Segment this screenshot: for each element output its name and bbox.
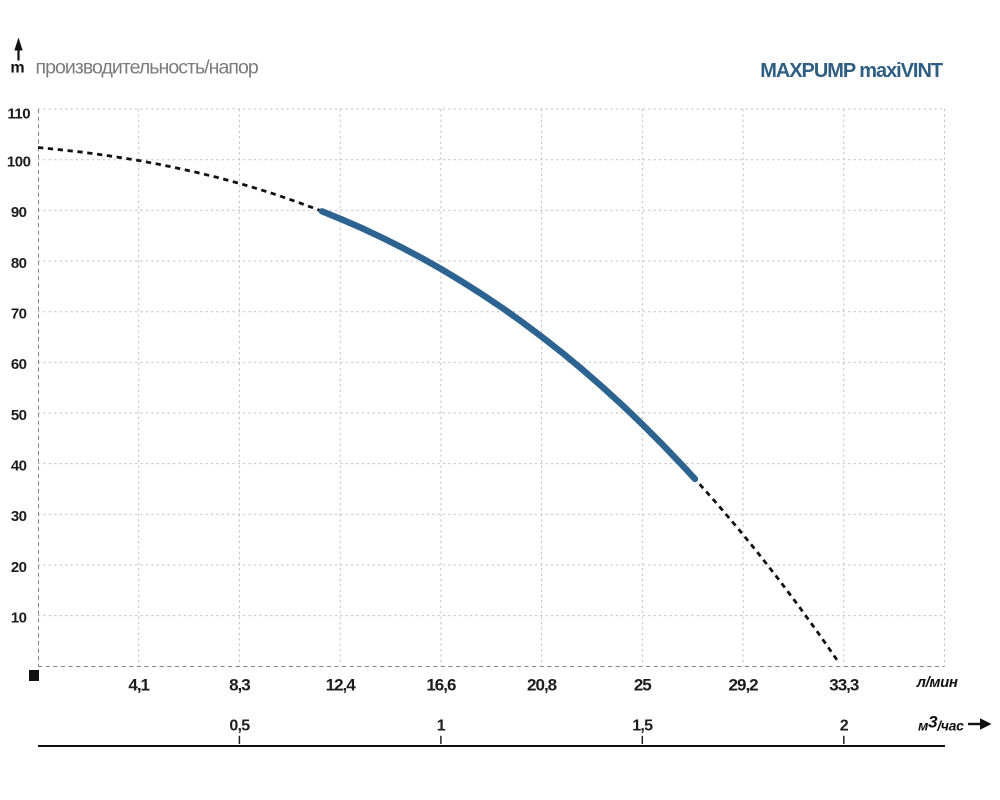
svg-text:29,2: 29,2	[729, 675, 759, 694]
svg-text:110: 110	[7, 106, 30, 123]
svg-text:1,5: 1,5	[632, 718, 653, 735]
svg-text:m: m	[10, 60, 24, 77]
svg-text:л/мин: л/мин	[916, 674, 958, 691]
svg-text:40: 40	[11, 457, 27, 474]
svg-text:20: 20	[11, 559, 27, 576]
svg-text:производительность/напор: производительность/напор	[36, 57, 259, 79]
svg-text:8,3: 8,3	[229, 675, 250, 694]
svg-text:25: 25	[634, 675, 651, 694]
svg-text:60: 60	[11, 356, 27, 373]
svg-text:100: 100	[7, 154, 31, 171]
svg-text:50: 50	[11, 407, 27, 424]
svg-text:90: 90	[11, 204, 27, 221]
svg-text:м3/час: м3/час	[918, 713, 964, 734]
svg-text:MAXPUMP maxiVINT: MAXPUMP maxiVINT	[760, 60, 943, 82]
svg-text:33,3: 33,3	[829, 675, 859, 694]
svg-text:30: 30	[11, 508, 27, 525]
svg-text:20,8: 20,8	[527, 675, 557, 694]
svg-text:10: 10	[11, 609, 27, 626]
svg-text:70: 70	[11, 306, 27, 323]
svg-text:0,5: 0,5	[229, 718, 250, 735]
svg-text:16,6: 16,6	[426, 675, 456, 694]
svg-text:2: 2	[840, 718, 849, 735]
svg-text:80: 80	[11, 255, 27, 272]
svg-text:12,4: 12,4	[326, 675, 357, 694]
svg-text:4,1: 4,1	[128, 675, 149, 694]
svg-text:1: 1	[437, 718, 446, 735]
